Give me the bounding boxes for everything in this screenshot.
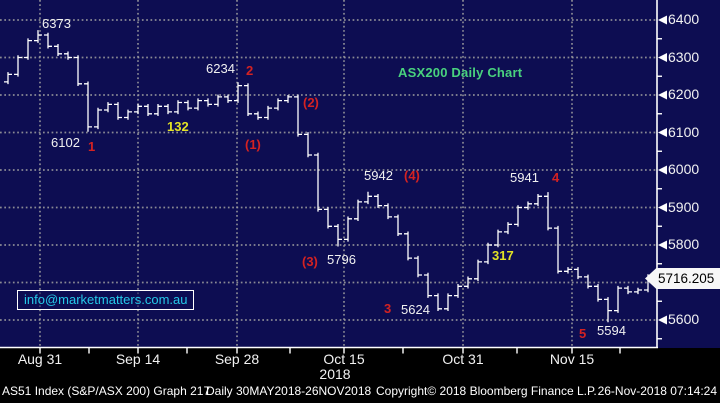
y-axis-label: 6100 <box>668 123 700 140</box>
chart-annotation: 5796 <box>327 252 356 267</box>
footer-instrument: AS51 Index (S&P/ASX 200) Graph 217 <box>2 384 211 398</box>
chart-annotation: 1 <box>88 139 96 154</box>
x-axis-label: Nov 15 <box>549 351 595 367</box>
chart-annotation: 3 <box>384 301 392 316</box>
chart-annotation: 5624 <box>401 302 430 317</box>
chart-annotation: (4) <box>404 168 420 183</box>
y-axis-major-tick <box>658 240 667 250</box>
chart-annotation: 5594 <box>597 323 626 338</box>
x-axis-label: Sep 14 <box>115 351 161 367</box>
y-axis-major-tick <box>658 90 667 100</box>
y-axis-label: 6200 <box>668 86 700 102</box>
y-axis-label: 5800 <box>668 236 700 252</box>
footer-copyright: Copyright© 2018 Bloomberg Finance L.P. <box>376 384 597 398</box>
chart-annotation: (3) <box>302 254 318 269</box>
chart-title: ASX200 Daily Chart <box>398 65 523 80</box>
footer-bar: AS51 Index (S&P/ASX 200) Graph 217 Daily… <box>0 384 720 400</box>
last-price-tag: 5716.205 <box>645 268 720 289</box>
price-bars <box>4 30 652 323</box>
y-axis-major-tick <box>658 165 667 175</box>
x-axis-label: Sep 28 <box>214 351 260 367</box>
x-axis-strip <box>0 348 720 403</box>
x-axis-label: Oct 31 <box>442 351 484 367</box>
chart-annotation: 6234 <box>206 61 235 76</box>
chart-annotation: 6102 <box>51 135 80 150</box>
y-axis-label: 6400 <box>668 11 700 27</box>
y-axis-label: 6300 <box>668 48 700 65</box>
chart-annotation: 6373 <box>42 16 71 31</box>
y-axis-major-tick <box>658 53 667 62</box>
footer-period: Daily 30MAY2018-26NOV2018 <box>206 384 372 398</box>
chart-annotation: 2 <box>246 63 254 78</box>
y-axis-label: 6000 <box>668 161 700 177</box>
watermark-box: info@marketmatters.com.au <box>17 290 195 310</box>
watermark-email: info@marketmatters.com.au <box>24 292 188 307</box>
y-axis-major-tick <box>658 203 667 212</box>
x-axis-label: Oct 15 <box>323 351 365 367</box>
chart-annotation: 317 <box>492 248 514 263</box>
y-axis-major-tick <box>658 15 667 25</box>
chart-annotation: 4 <box>552 170 560 185</box>
y-axis-label: 5900 <box>668 198 700 215</box>
x-axis-label: Aug 31 <box>17 351 63 367</box>
chart-annotation: (1) <box>245 137 261 152</box>
chart-annotation: 5 <box>579 326 587 341</box>
y-axis-major-tick <box>658 128 667 137</box>
chart-annotation: 132 <box>167 119 189 134</box>
chart-annotation: 5941 <box>510 170 539 185</box>
x-axis-year-label: 2018 <box>319 366 351 382</box>
chart-annotation: 5942 <box>364 168 393 183</box>
y-axis-label: 5600 <box>668 311 700 327</box>
footer-timestamp: 26-Nov-2018 07:14:24 <box>597 384 717 398</box>
y-axis-major-tick <box>658 315 667 325</box>
chart-annotation: (2) <box>303 95 319 110</box>
